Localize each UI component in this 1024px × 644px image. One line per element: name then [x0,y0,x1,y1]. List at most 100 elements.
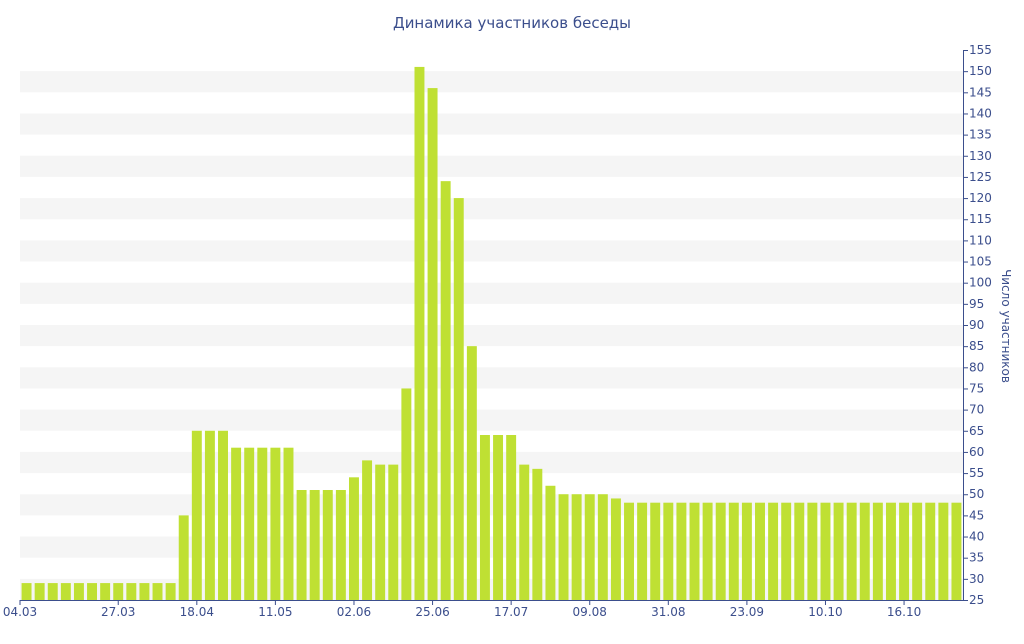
y-tick-label: 50 [969,487,984,501]
bar [427,88,438,600]
bar [87,583,98,600]
y-tick-label: 100 [969,276,992,290]
x-tick-label: 16.10 [887,605,921,619]
y-tick-label: 40 [969,530,984,544]
y-tick-label: 70 [969,403,984,417]
bar [47,583,58,600]
bar [113,583,124,600]
bar [60,583,71,600]
bar [152,583,163,600]
bar [624,502,634,600]
bar [781,502,792,600]
bar [925,502,936,600]
bar [663,502,674,600]
bar [21,583,32,600]
bar [453,198,464,600]
x-axis-ticks: 04.03 27.03 18.04 11.05 02.06 25.06 17.07 09.08… [3,600,921,619]
bar [401,388,412,600]
x-tick-label: 02.06 [337,605,371,619]
x-tick-label: 11.05 [258,605,292,619]
bar [335,490,346,600]
y-tick-label: 110 [969,233,992,247]
y-axis-label: Число участников [999,269,1013,383]
y-tick-label: 120 [969,191,992,205]
bar [375,464,386,600]
bar [951,502,962,600]
y-tick-label: 85 [969,339,984,353]
bar [833,502,844,600]
y-axis-ticks: 25 30 35 40 45 50 55 60 65 70 75 80 85 90 95 100 105 110 1… [963,43,992,607]
bar [650,502,661,600]
y-tick-label: 35 [969,551,984,565]
x-tick-label: 27.03 [101,605,135,619]
grid-band [20,494,963,516]
bar [545,485,556,600]
y-tick-label: 140 [969,106,992,120]
bar [715,502,726,600]
bar [165,583,176,600]
y-tick-label: 55 [969,466,984,480]
bar [571,494,582,600]
grid-band [20,113,963,135]
y-tick-label: 90 [969,318,984,332]
bar [807,502,818,600]
grid-band [20,367,963,389]
bar [283,447,294,600]
y-tick-label: 115 [969,212,992,226]
bar [440,181,451,600]
bar [899,502,910,600]
grid-band [20,325,963,347]
grid-bands [20,71,963,600]
y-tick-label: 65 [969,424,984,438]
bar [466,346,477,600]
bar [204,430,215,600]
bar [794,502,805,600]
bar [100,583,111,600]
y-tick-label: 80 [969,360,984,374]
bar [768,502,779,600]
bar [218,430,228,600]
y-tick-label: 145 [969,85,992,99]
bar [362,460,373,600]
bar [755,502,765,600]
y-tick-label: 130 [969,149,992,163]
bar [519,464,530,600]
x-tick-label: 23.09 [730,605,764,619]
bar [597,494,608,600]
chart-title: Динамика участников беседы [393,14,631,32]
x-tick-label: 25.06 [415,605,449,619]
bar [414,66,425,601]
bar [139,583,150,600]
y-tick-label: 95 [969,297,984,311]
y-tick-label: 45 [969,508,984,522]
bar [584,494,595,600]
bar [637,502,648,600]
bar [34,583,45,600]
y-tick-label: 60 [969,445,984,459]
bar [741,502,752,600]
y-tick-label: 30 [969,572,984,586]
bar [388,464,399,600]
bar [126,583,137,600]
grid-band [20,451,963,474]
bar [859,502,870,600]
grid-band [20,282,963,304]
x-tick-label: 31.08 [651,605,685,619]
grid-band [20,240,963,262]
y-tick-label: 155 [969,43,992,57]
bar [689,502,700,600]
bar [322,490,333,600]
bar [349,477,359,600]
grid-band [20,536,963,558]
grid-band [20,578,963,600]
bar [872,502,883,600]
bar [479,435,490,600]
bar [493,435,504,600]
bar [846,502,857,600]
bar [73,583,84,600]
x-tick-label: 09.08 [573,605,607,619]
grid-band [20,409,963,431]
bars [21,66,962,601]
